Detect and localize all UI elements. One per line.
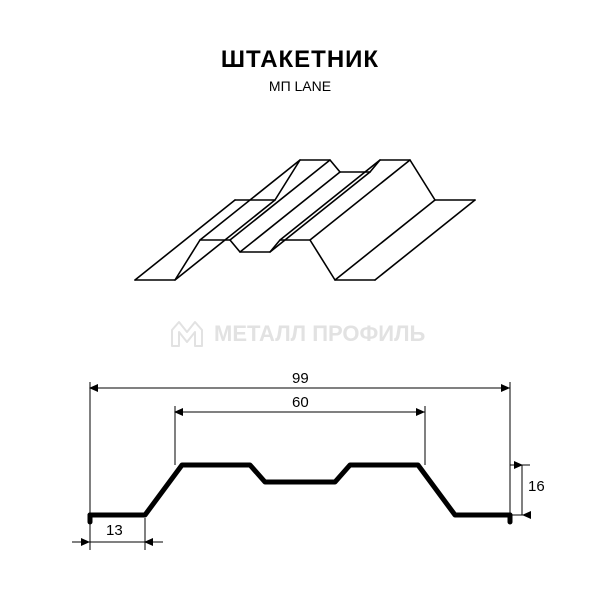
watermark-logo-icon bbox=[170, 320, 204, 348]
dim-top-width: 60 bbox=[292, 394, 309, 411]
product-title: ШТАКЕТНИК bbox=[0, 46, 600, 74]
isometric-drawing bbox=[120, 130, 480, 300]
dim-flange: 13 bbox=[106, 522, 123, 539]
dim-height: 16 bbox=[528, 478, 545, 495]
watermark: МЕТАЛЛ ПРОФИЛЬ bbox=[170, 320, 425, 348]
page: { "title": { "text": "ШТАКЕТНИК", "fonts… bbox=[0, 0, 600, 600]
watermark-text: МЕТАЛЛ ПРОФИЛЬ bbox=[214, 321, 425, 347]
product-subtitle: МП LANE bbox=[0, 78, 600, 94]
dim-overall-width: 99 bbox=[292, 370, 309, 387]
